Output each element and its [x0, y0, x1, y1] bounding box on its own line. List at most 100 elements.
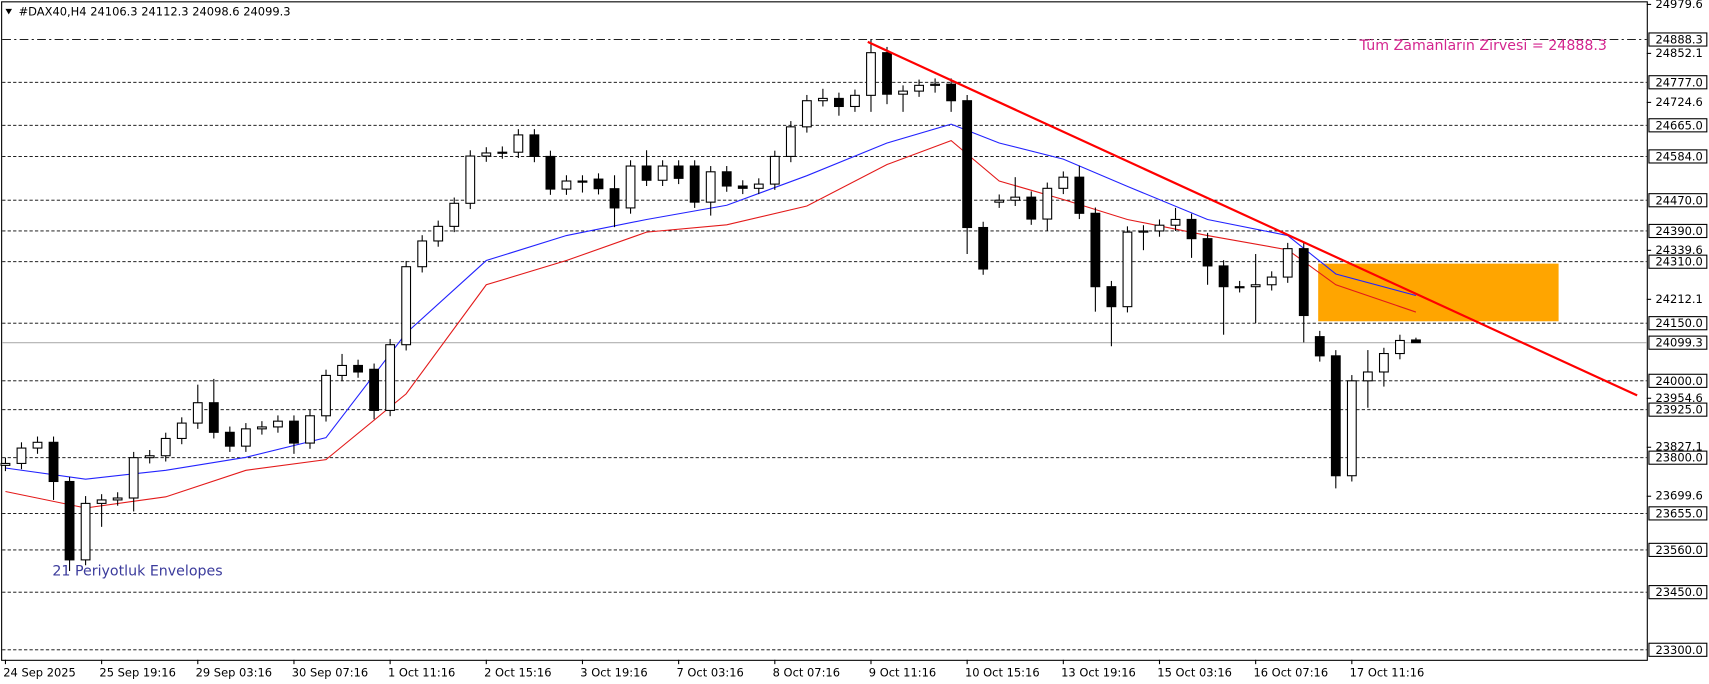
x-tick-label: 16 Oct 07:16 [1253, 665, 1328, 679]
plot-frame [1, 1, 1648, 661]
candle-body [529, 134, 540, 157]
candle-body [1330, 355, 1341, 477]
candle-body [80, 502, 91, 561]
candle-body [689, 165, 700, 203]
x-tick-label: 9 Oct 11:16 [869, 665, 936, 679]
candle-body [1138, 230, 1149, 233]
x-tick-label: 15 Oct 03:16 [1157, 665, 1232, 679]
candle-body [850, 94, 860, 108]
candle-body [144, 455, 155, 459]
candle-body [673, 165, 684, 179]
candle-body [273, 420, 283, 428]
y-tick-label: 24212.1 [1655, 292, 1702, 306]
level-label: 24150.0 [1655, 316, 1702, 330]
candle-body [1250, 284, 1261, 288]
candle-body [1362, 371, 1373, 382]
candle-body [641, 165, 652, 181]
candle-body [737, 185, 748, 189]
level-label-box [1648, 149, 1708, 164]
level-label: 23450.0 [1655, 585, 1702, 599]
menu-arrow[interactable] [5, 8, 13, 15]
level-label: 23300.0 [1655, 643, 1702, 657]
candle-body [481, 152, 492, 157]
level-label-box [1648, 373, 1708, 388]
candle-body [64, 480, 75, 561]
candle-body [337, 364, 347, 376]
level-label-box [1648, 32, 1708, 47]
y-tick-label: 23954.6 [1655, 391, 1702, 405]
y-tick-label: 24979.6 [1655, 0, 1702, 11]
candle-body [866, 52, 876, 96]
candle-body [305, 415, 315, 444]
candle-body [978, 226, 989, 270]
candle-body [834, 97, 844, 108]
level-label-box [1648, 402, 1708, 417]
level-label: 24000.0 [1655, 374, 1702, 388]
candle-body [128, 457, 139, 499]
candle-body [1106, 286, 1117, 308]
candle-body [353, 364, 363, 373]
x-tick-label: 30 Sep 07:16 [292, 665, 368, 679]
candle-body [1266, 276, 1277, 286]
header: #DAX40,H4 24106.3 24112.3 24098.6 24099.… [19, 5, 291, 19]
candle-body [256, 426, 267, 430]
level-label: 23925.0 [1655, 403, 1702, 417]
level-label: 23655.0 [1655, 506, 1702, 520]
candle-body [593, 178, 604, 190]
candle-body [577, 180, 588, 183]
envelope-line [5, 123, 1417, 480]
candle-body [513, 134, 524, 153]
candle-body [417, 240, 428, 268]
candle-body [433, 225, 444, 242]
level-label: 23800.0 [1655, 451, 1702, 465]
candle-body [721, 171, 732, 187]
level-label: 24310.0 [1655, 255, 1702, 269]
level-label: 24470.0 [1655, 193, 1702, 207]
candle-body [465, 155, 476, 204]
candle-body [176, 422, 187, 440]
candle-body [1314, 336, 1325, 357]
level-label-box [1648, 223, 1708, 239]
candle-body [930, 83, 941, 86]
x-tick-label: 1 Oct 11:16 [388, 665, 455, 679]
candle-body [240, 428, 251, 447]
candle-body [1186, 218, 1197, 240]
candle-body [625, 165, 636, 209]
candle-body [1234, 286, 1245, 289]
candle-body [1298, 248, 1309, 317]
candle-body [1170, 218, 1181, 226]
candle-body [1378, 352, 1389, 373]
candle-body [769, 155, 780, 185]
x-tick-label: 8 Oct 07:16 [773, 665, 840, 679]
candle-body [48, 441, 59, 483]
candle-body [32, 441, 43, 449]
candle-body [994, 199, 1005, 203]
level-label-box [1648, 585, 1708, 600]
candle-body [96, 499, 107, 504]
price-label: 24099.3 [1655, 336, 1702, 350]
candle-body [817, 97, 828, 102]
level-label-box [1648, 75, 1708, 90]
x-tick-label: 29 Sep 03:16 [196, 665, 272, 679]
candle-body [657, 165, 668, 181]
level-label-box [1648, 118, 1708, 133]
level-label-box [1648, 316, 1708, 331]
zone [1318, 263, 1559, 322]
candle-body [289, 420, 299, 444]
price-label-box [1648, 335, 1708, 350]
level-label-box [1648, 506, 1708, 521]
candle-body [160, 437, 171, 457]
candle-body [753, 183, 764, 189]
y-tick-label: 24339.6 [1655, 243, 1702, 257]
level-label-box [1648, 254, 1708, 269]
x-tick-label: 13 Oct 19:16 [1061, 665, 1136, 679]
x-tick-label: 10 Oct 15:16 [965, 665, 1040, 679]
y-tick-label: 24724.6 [1655, 95, 1702, 109]
x-tick-label: 3 Oct 19:16 [580, 665, 647, 679]
candle-body [1395, 339, 1405, 355]
level-label-box [1648, 450, 1708, 465]
candle-body [1042, 187, 1053, 220]
